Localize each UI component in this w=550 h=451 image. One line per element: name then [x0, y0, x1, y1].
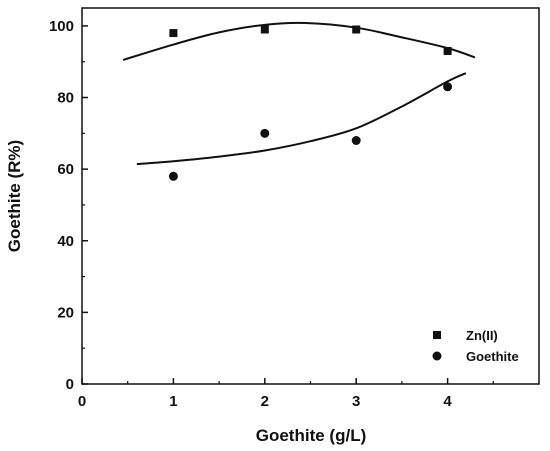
legend-label-goethite: Goethite: [466, 349, 519, 364]
x-tick-label: 3: [352, 393, 360, 410]
fit-curve-goethite: [136, 72, 467, 166]
fit-curve-zn: [122, 21, 476, 61]
x-tick-label: 0: [78, 393, 86, 410]
fit-curves: [122, 21, 476, 166]
point-goethite: [260, 128, 270, 138]
legend-marker-goethite: [432, 351, 442, 361]
legend-marker-zn: [433, 331, 441, 339]
x-tick-label: 2: [261, 393, 269, 410]
point-zn: [443, 46, 452, 55]
y-tick-label: 100: [49, 18, 74, 35]
y-tick-label: 40: [57, 233, 74, 250]
point-goethite: [168, 171, 178, 181]
y-axis-title: Goethite (R%): [5, 140, 24, 252]
data-points: [168, 25, 453, 181]
y-tick-label: 20: [57, 304, 74, 321]
point-zn: [260, 25, 269, 34]
point-goethite: [443, 82, 453, 92]
x-tick-label: 1: [169, 393, 177, 410]
point-zn: [352, 25, 361, 34]
y-axis: 0 20 40 60 80 100: [49, 18, 88, 393]
point-zn: [169, 29, 178, 38]
legend-label-zn: Zn(II): [466, 328, 498, 343]
x-tick-label: 4: [443, 393, 452, 410]
x-axis-title: Goethite (g/L): [256, 426, 366, 445]
y-tick-label: 60: [57, 161, 74, 178]
legend: Zn(II) Goethite: [432, 328, 519, 364]
y-tick-label: 80: [57, 90, 74, 107]
x-axis: 0 1 2 3 4: [78, 378, 494, 410]
point-goethite: [351, 135, 361, 145]
y-tick-label: 0: [66, 376, 74, 393]
